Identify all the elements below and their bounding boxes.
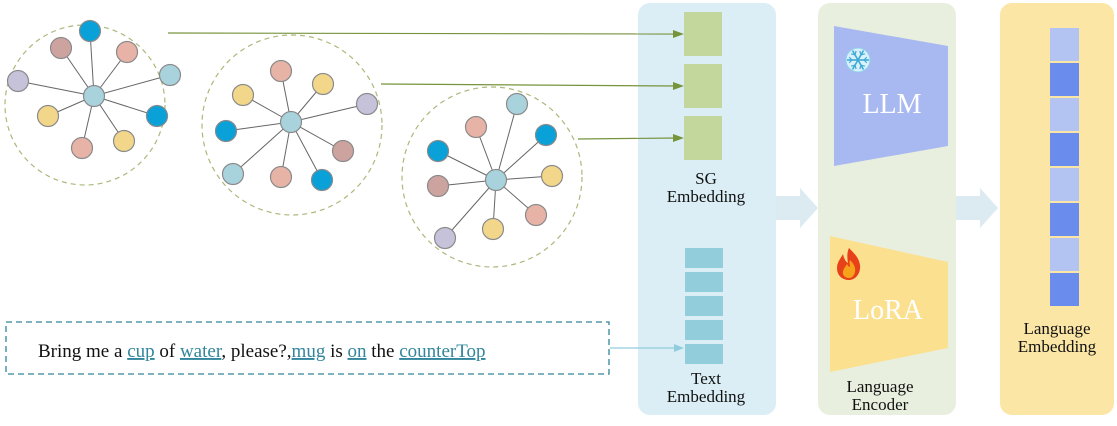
language-embedding-token (1050, 133, 1079, 166)
graph-edge (17, 80, 95, 97)
highlighted-word: counterTop (399, 341, 485, 362)
fire-icon (837, 248, 861, 280)
graph-center-node (82, 84, 106, 108)
sg-connector-arrowhead (673, 82, 684, 90)
language-embedding-token (1050, 98, 1079, 131)
lora-label: LoRA (853, 295, 924, 326)
text-embedding-block (685, 344, 723, 364)
graph-node (426, 139, 450, 163)
sentence-text: of (155, 341, 180, 362)
graph-node (49, 36, 73, 60)
language-embedding-token (1050, 168, 1079, 201)
graph-node (36, 104, 60, 128)
sentence-text: , please?, (221, 341, 291, 362)
sg-connector-line (167, 32, 677, 35)
instruction-sentence: Bring me a cup of water, please?,mug is … (38, 341, 486, 362)
flow-arrow-to-encoder (776, 188, 818, 228)
scene-graph-boundary (4, 24, 166, 186)
scene-graph-3 (401, 86, 583, 268)
graph-node (269, 59, 293, 83)
language-embedding-label-line2: Embedding (1018, 337, 1097, 356)
highlighted-word: on (348, 341, 368, 362)
graph-node (524, 203, 548, 227)
sg-embedding-label-line2: Embedding (667, 187, 746, 206)
sentence-text: the (367, 341, 400, 362)
text-embedding-block (685, 320, 723, 340)
graph-node (540, 164, 564, 188)
graph-edge (495, 103, 518, 181)
graph-node (481, 217, 505, 241)
language-embedding-token (1050, 203, 1079, 236)
graph-node (464, 115, 488, 139)
sg-connector-arrowhead (673, 134, 684, 142)
text-embedding-stack (685, 248, 723, 364)
graph-node (221, 162, 245, 186)
graph-edge (444, 179, 497, 239)
graph-node (70, 136, 94, 160)
graph-center-node (484, 168, 508, 192)
graph-node (269, 165, 293, 189)
highlighted-word: cup (127, 341, 154, 362)
scene-graph-boundary (401, 86, 583, 268)
graph-node (426, 174, 450, 198)
text-embedding-label-line2: Embedding (667, 387, 746, 406)
graph-node (158, 63, 182, 87)
language-encoder-label-line2: Encoder (852, 395, 909, 414)
graph-node (310, 168, 334, 192)
graph-node (78, 19, 102, 43)
sg-embedding-block (684, 116, 722, 160)
text-embedding-block (685, 248, 723, 268)
graph-node (534, 123, 558, 147)
sg-embedding-block (684, 12, 722, 56)
graph-edge (93, 74, 171, 97)
graph-node (214, 119, 238, 143)
flow-arrow-to-output (956, 188, 998, 228)
scene-graph-boundary (201, 34, 383, 216)
graph-node (115, 40, 139, 64)
graph-node (433, 226, 457, 250)
text-embedding-block (685, 296, 723, 316)
sg-embedding-block (684, 64, 722, 108)
sg-connectors (167, 30, 684, 142)
text-connector-arrowhead (674, 344, 684, 352)
scene-graph-1 (4, 19, 182, 186)
sg-connector-line (380, 83, 677, 87)
graph-edge (495, 134, 547, 181)
graph-node (505, 92, 529, 116)
instruction-box (5, 321, 610, 375)
sg-embedding-label-line1: SG (695, 169, 717, 188)
highlighted-word: mug (292, 341, 326, 362)
language-embedding-token (1050, 273, 1079, 306)
sg-connector-line (577, 137, 677, 140)
highlighted-word: water (180, 341, 223, 362)
graph-node (6, 69, 30, 93)
embedding-panel (638, 3, 776, 415)
llm-label: LLM (862, 89, 921, 120)
graph-edge (232, 121, 292, 175)
snowflake-icon (845, 47, 871, 73)
sentence-text: is (325, 341, 347, 362)
language-embedding-stack (1050, 28, 1079, 306)
graph-node (145, 104, 169, 128)
scene-graph-2 (201, 34, 383, 216)
graph-node (355, 92, 379, 116)
language-embedding-token (1050, 63, 1079, 96)
language-embedding-token (1050, 238, 1079, 271)
language-embedding-token (1050, 28, 1079, 61)
graph-node (331, 139, 355, 163)
text-embedding-block (685, 272, 723, 292)
sg-connector-arrowhead (673, 30, 684, 38)
text-embedding-label-line1: Text (691, 369, 721, 388)
language-embedding-label-line1: Language (1023, 319, 1090, 338)
graph-center-node (279, 110, 303, 134)
language-encoder-label-line1: Language (846, 377, 913, 396)
graph-node (231, 83, 255, 107)
graph-node (311, 72, 335, 96)
graph-node (112, 129, 136, 153)
sentence-text: Bring me a (38, 341, 127, 362)
graph-edge (290, 103, 368, 123)
